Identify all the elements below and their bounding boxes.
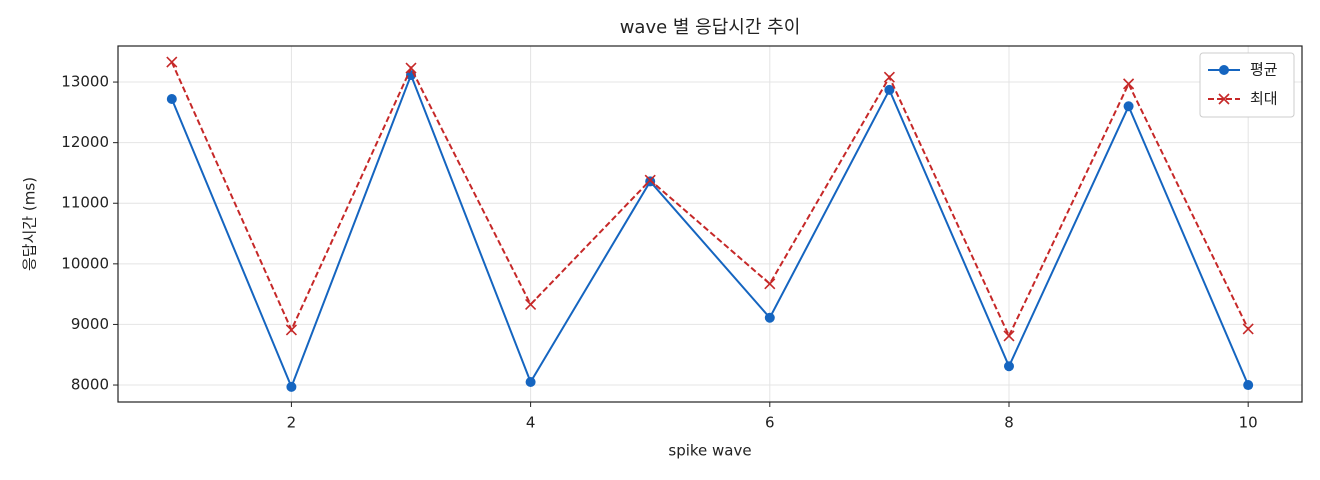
series-line	[170, 72, 1250, 390]
marker	[764, 312, 775, 323]
marker-stroke	[883, 71, 895, 83]
y-tick-label: 11000	[61, 194, 109, 212]
y-tick-label: 13000	[61, 73, 109, 91]
x-tick-label: 4	[526, 414, 536, 432]
plot-frame	[117, 45, 1303, 403]
marker	[1218, 93, 1230, 105]
legend-label: 평균	[1250, 61, 1278, 79]
marker	[1003, 361, 1014, 372]
marker-stroke	[644, 174, 656, 186]
marker-stroke	[525, 298, 537, 311]
marker-stroke	[405, 62, 417, 74]
y-tick-label: 12000	[61, 133, 109, 151]
marker-stroke	[1218, 93, 1230, 105]
marker	[525, 298, 537, 311]
y-tick-label: 9000	[71, 315, 109, 333]
marker	[525, 377, 536, 388]
y-tick-label: 8000	[71, 376, 109, 394]
marker	[1123, 78, 1135, 90]
marker-stroke	[1242, 323, 1254, 335]
x-tick-label: 2	[287, 414, 297, 432]
legend-box	[1199, 52, 1295, 118]
y-axis-label: 응답시간 (ms)	[21, 177, 39, 271]
chart-title: wave 별 응답시간 추이	[620, 17, 801, 38]
x-tick-label: 6	[765, 414, 775, 432]
marker	[764, 278, 776, 290]
marker	[1003, 330, 1015, 342]
marker-stroke	[285, 324, 297, 336]
x-tick-label: 8	[1004, 414, 1014, 432]
marker	[644, 174, 656, 186]
marker	[1242, 323, 1254, 335]
marker	[884, 84, 895, 95]
marker	[1243, 380, 1254, 391]
marker	[883, 71, 895, 83]
marker	[285, 324, 297, 336]
marker	[405, 62, 417, 74]
marker-stroke	[764, 278, 776, 290]
series-line	[170, 61, 1250, 339]
marker	[166, 56, 178, 68]
marker-stroke	[1003, 330, 1015, 342]
marker	[286, 381, 297, 392]
marker-stroke	[1123, 78, 1135, 90]
marker	[1219, 65, 1229, 75]
y-tick-label: 10000	[61, 254, 109, 272]
marker	[166, 94, 177, 105]
x-axis-label: spike wave	[668, 442, 751, 460]
x-tick-label: 10	[1239, 414, 1258, 432]
legend-label: 최대	[1250, 90, 1278, 108]
marker	[1123, 101, 1134, 112]
marker-stroke	[166, 56, 178, 68]
